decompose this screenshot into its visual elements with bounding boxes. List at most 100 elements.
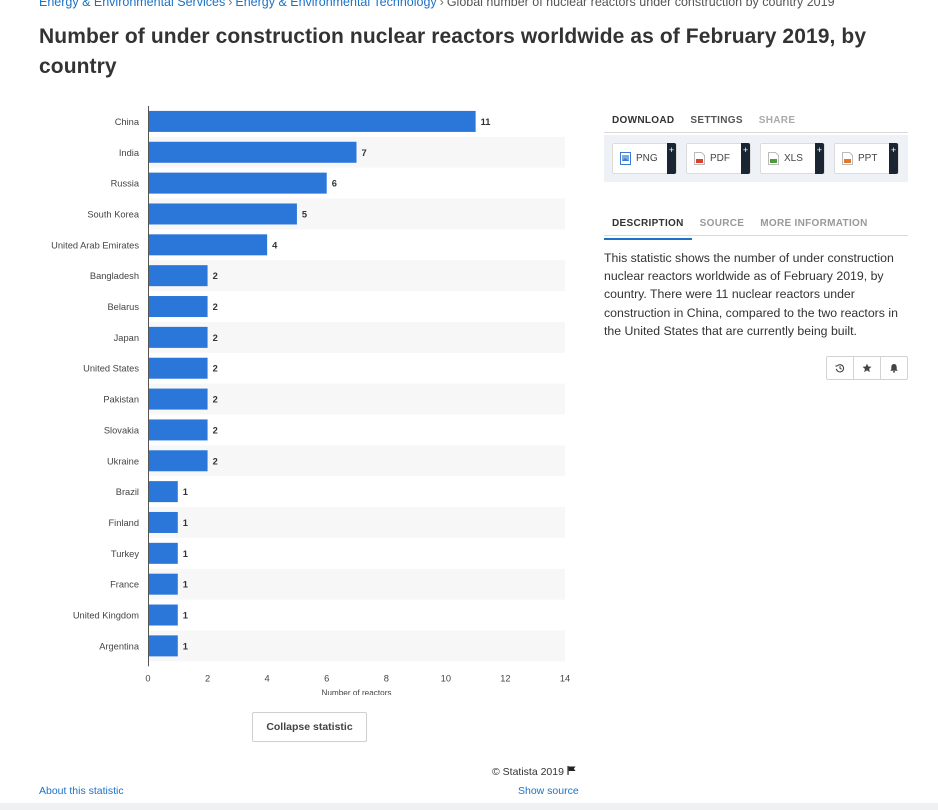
bar[interactable] [148,357,208,379]
x-tick-label: 12 [500,673,510,683]
download-pdf-button[interactable]: PDF + [686,143,751,174]
bar[interactable] [148,511,178,533]
category-label: Japan [114,333,139,343]
category-label: United Kingdom [73,611,139,621]
png-plus-icon[interactable]: + [667,143,676,174]
x-tick-label: 10 [441,673,451,683]
category-label: India [119,148,140,158]
star-icon [862,363,872,373]
page-title: Number of under construction nuclear rea… [39,25,867,78]
category-label: Argentina [99,641,140,651]
bar[interactable] [148,481,178,503]
x-tick-label: 0 [145,673,150,683]
pdf-plus-icon[interactable]: + [741,143,750,174]
data-label: 2 [213,456,218,466]
info-tabs: DESCRIPTION SOURCE MORE INFORMATION [604,215,876,240]
bar[interactable] [148,141,357,163]
copyright: © Statista 2019 [492,766,576,778]
category-label: United Arab Emirates [51,240,139,250]
bar[interactable] [148,265,208,287]
x-tick-label: 8 [384,673,389,683]
xls-label: XLS [784,153,803,164]
category-label: Slovakia [104,425,140,435]
bar-chart: China 11 India 7 Russia 6 South Korea 5 United A… [0,95,600,700]
show-source-link[interactable]: Show source [518,785,579,797]
row-stripe [148,630,565,662]
category-label: South Korea [87,209,140,219]
favorite-button[interactable] [854,357,881,379]
bar[interactable] [148,604,178,626]
x-tick-label: 14 [560,673,570,683]
tab-share[interactable]: SHARE [758,115,796,126]
bar[interactable] [148,172,327,194]
row-stripe [148,383,565,415]
download-xls-button[interactable]: XLS + [760,143,825,174]
bar[interactable] [148,635,178,657]
tab-source[interactable]: SOURCE [699,218,745,229]
data-label: 1 [183,611,188,621]
tab-settings[interactable]: SETTINGS [690,115,743,126]
png-file-icon [620,152,631,165]
category-label: Belarus [107,302,139,312]
breadcrumb-separator: › [228,0,233,9]
category-label: Pakistan [103,395,139,405]
about-statistic-link[interactable]: About this statistic [39,785,124,797]
data-label: 2 [213,333,218,343]
data-label: 1 [183,549,188,559]
data-label: 2 [213,271,218,281]
bar[interactable] [148,203,297,225]
bar[interactable] [148,234,268,256]
data-label: 2 [213,302,218,312]
category-label: Russia [111,179,140,189]
data-label: 7 [362,148,367,158]
download-ppt-button[interactable]: PPT + [834,143,899,174]
x-axis-title: Number of reactors [321,688,391,695]
row-stripe [148,260,565,292]
data-label: 6 [332,179,337,189]
breadcrumb-current: Global number of nuclear reactors under … [446,0,835,9]
bar[interactable] [148,542,178,564]
data-label: 2 [213,395,218,405]
category-label: France [110,580,139,590]
breadcrumb-link-energy-technology[interactable]: Energy & Environmental Technology [235,0,437,9]
bar[interactable] [148,110,476,132]
row-stripe [148,321,565,353]
data-label: 1 [183,518,188,528]
data-label: 1 [183,641,188,651]
png-label: PNG [636,153,658,164]
statistic-description: This statistic shows the number of under… [604,251,898,338]
breadcrumb: Energy & Environmental Services › Energy &… [39,0,835,9]
bar[interactable] [148,296,208,318]
breadcrumb-link-energy-services[interactable]: Energy & Environmental Services [39,0,226,9]
notification-button[interactable] [881,357,907,379]
row-stripe [148,568,565,600]
category-label: Brazil [116,487,139,497]
category-label: Finland [109,518,140,528]
xls-plus-icon[interactable]: + [815,143,824,174]
ppt-plus-icon[interactable]: + [889,143,898,174]
collapse-statistic-button[interactable]: Collapse statistic [252,712,367,742]
data-label: 1 [183,487,188,497]
bar[interactable] [148,326,208,348]
breadcrumb-separator: › [439,0,444,9]
row-stripe [148,507,565,538]
tab-more-information[interactable]: MORE INFORMATION [760,218,868,229]
category-label: China [115,117,140,127]
history-button[interactable] [827,357,854,379]
tab-description[interactable]: DESCRIPTION [604,215,692,240]
xls-file-icon [768,152,779,165]
x-tick-label: 6 [324,673,329,683]
tab-download[interactable]: DOWNLOAD [604,112,683,137]
flag-icon[interactable] [567,766,576,775]
bar[interactable] [148,450,208,472]
x-tick-label: 2 [205,673,210,683]
bar[interactable] [148,573,178,595]
pdf-label: PDF [710,153,730,164]
bar[interactable] [148,419,208,441]
download-png-button[interactable]: PNG + [612,143,677,174]
category-label: Turkey [111,549,139,559]
bar[interactable] [148,388,208,410]
category-label: United States [83,364,139,374]
x-tick-label: 4 [265,673,270,683]
